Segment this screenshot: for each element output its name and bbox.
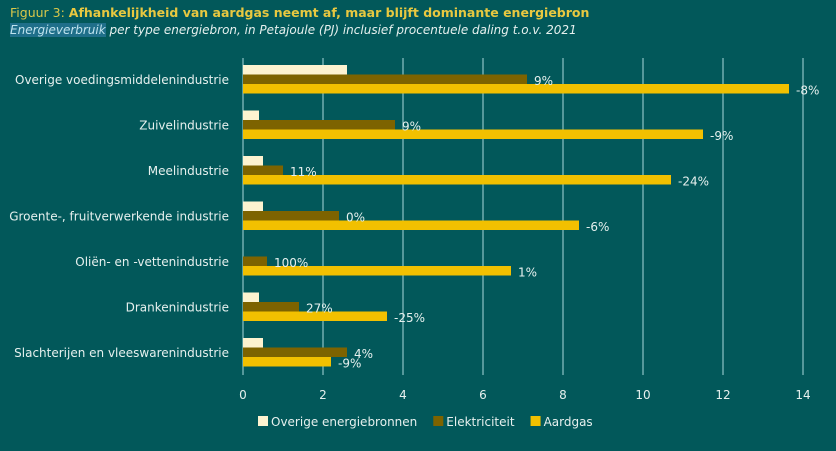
bar-overige-energiebronnen: [243, 65, 347, 75]
data-label: -9%: [710, 129, 733, 143]
bar-elektriciteit: [243, 165, 283, 175]
category-label: Groente-, fruitverwerkende industrie: [9, 210, 229, 224]
bar-overige-energiebronnen: [243, 338, 263, 348]
x-tick-label: 14: [795, 388, 810, 402]
figure-prefix: Figuur 3:: [10, 5, 69, 20]
category-label: Overige voedingsmiddelenindustrie: [15, 73, 229, 87]
bar-aardgas: [243, 220, 579, 230]
data-label: 27%: [306, 302, 333, 316]
data-label: 1%: [518, 266, 537, 280]
bar-overige-energiebronnen: [243, 110, 259, 120]
x-tick-label: 4: [399, 388, 407, 402]
bar-aardgas: [243, 129, 703, 139]
category-label: Zuivelindustrie: [139, 119, 229, 133]
chart-subtitle: Energieverbruik per type energiebron, in…: [10, 23, 577, 37]
legend-label: Aardgas: [544, 415, 593, 429]
legend: Overige energiebronnen Elektriciteit Aardg…: [258, 415, 593, 429]
subtitle-highlight: Energieverbruik: [10, 23, 106, 37]
bar-aardgas: [243, 175, 671, 185]
data-label: 4%: [354, 347, 373, 361]
bar-overige-energiebronnen: [243, 201, 263, 211]
x-tick-label: 8: [559, 388, 567, 402]
bar-aardgas: [243, 311, 387, 321]
chart-title: Figuur 3: Afhankelijkheid van aardgas ne…: [10, 5, 589, 20]
bar-elektriciteit: [243, 302, 299, 312]
data-label: -8%: [796, 84, 819, 98]
bar-elektriciteit: [243, 211, 339, 221]
legend-swatch: [530, 416, 541, 426]
subtitle-rest: per type energiebron, in Petajoule (PJ) …: [105, 23, 577, 37]
data-label: -6%: [586, 220, 609, 234]
category-label: Drankenindustrie: [126, 301, 229, 315]
x-tick-label: 0: [239, 388, 247, 402]
x-axis-ticks: 0 2 4 6 8 10 12 14: [239, 388, 810, 402]
legend-swatch: [433, 416, 444, 426]
data-label: -25%: [394, 311, 425, 325]
category-label: Oliën- en -vettenindustrie: [75, 255, 229, 269]
x-tick-label: 6: [479, 388, 487, 402]
bars: [243, 65, 789, 367]
category-label: Slachterijen en vleeswarenindustrie: [14, 346, 229, 360]
bar-overige-energiebronnen: [243, 156, 263, 166]
bar-aardgas: [243, 266, 511, 276]
bar-elektriciteit: [243, 120, 395, 130]
bar-aardgas: [243, 84, 789, 94]
data-label: -24%: [678, 175, 709, 189]
legend-label: Elektriciteit: [446, 415, 515, 429]
bar-elektriciteit: [243, 74, 527, 84]
data-label: 9%: [534, 74, 553, 88]
x-tick-label: 10: [635, 388, 650, 402]
data-label: 100%: [274, 256, 308, 270]
data-label: 9%: [402, 120, 421, 134]
bar-elektriciteit: [243, 347, 347, 357]
category-labels: Overige voedingsmiddelenindustrie Zuiveli…: [9, 73, 229, 360]
data-label: 11%: [290, 165, 317, 179]
data-labels: 9%-8%9%-9%11%-24%0%-6%100%1%27%-25%4%-9%: [274, 74, 819, 371]
data-label: -9%: [338, 357, 361, 371]
x-tick-label: 2: [319, 388, 327, 402]
legend-label: Overige energiebronnen: [271, 415, 417, 429]
x-tick-label: 12: [715, 388, 730, 402]
data-label: 0%: [346, 211, 365, 225]
legend-swatch: [258, 416, 268, 426]
category-label: Meelindustrie: [148, 164, 229, 178]
figure-title: Afhankelijkheid van aardgas neemt af, ma…: [68, 5, 590, 20]
bar-elektriciteit: [243, 256, 267, 266]
bar-aardgas: [243, 357, 331, 367]
bar-overige-energiebronnen: [243, 292, 259, 302]
